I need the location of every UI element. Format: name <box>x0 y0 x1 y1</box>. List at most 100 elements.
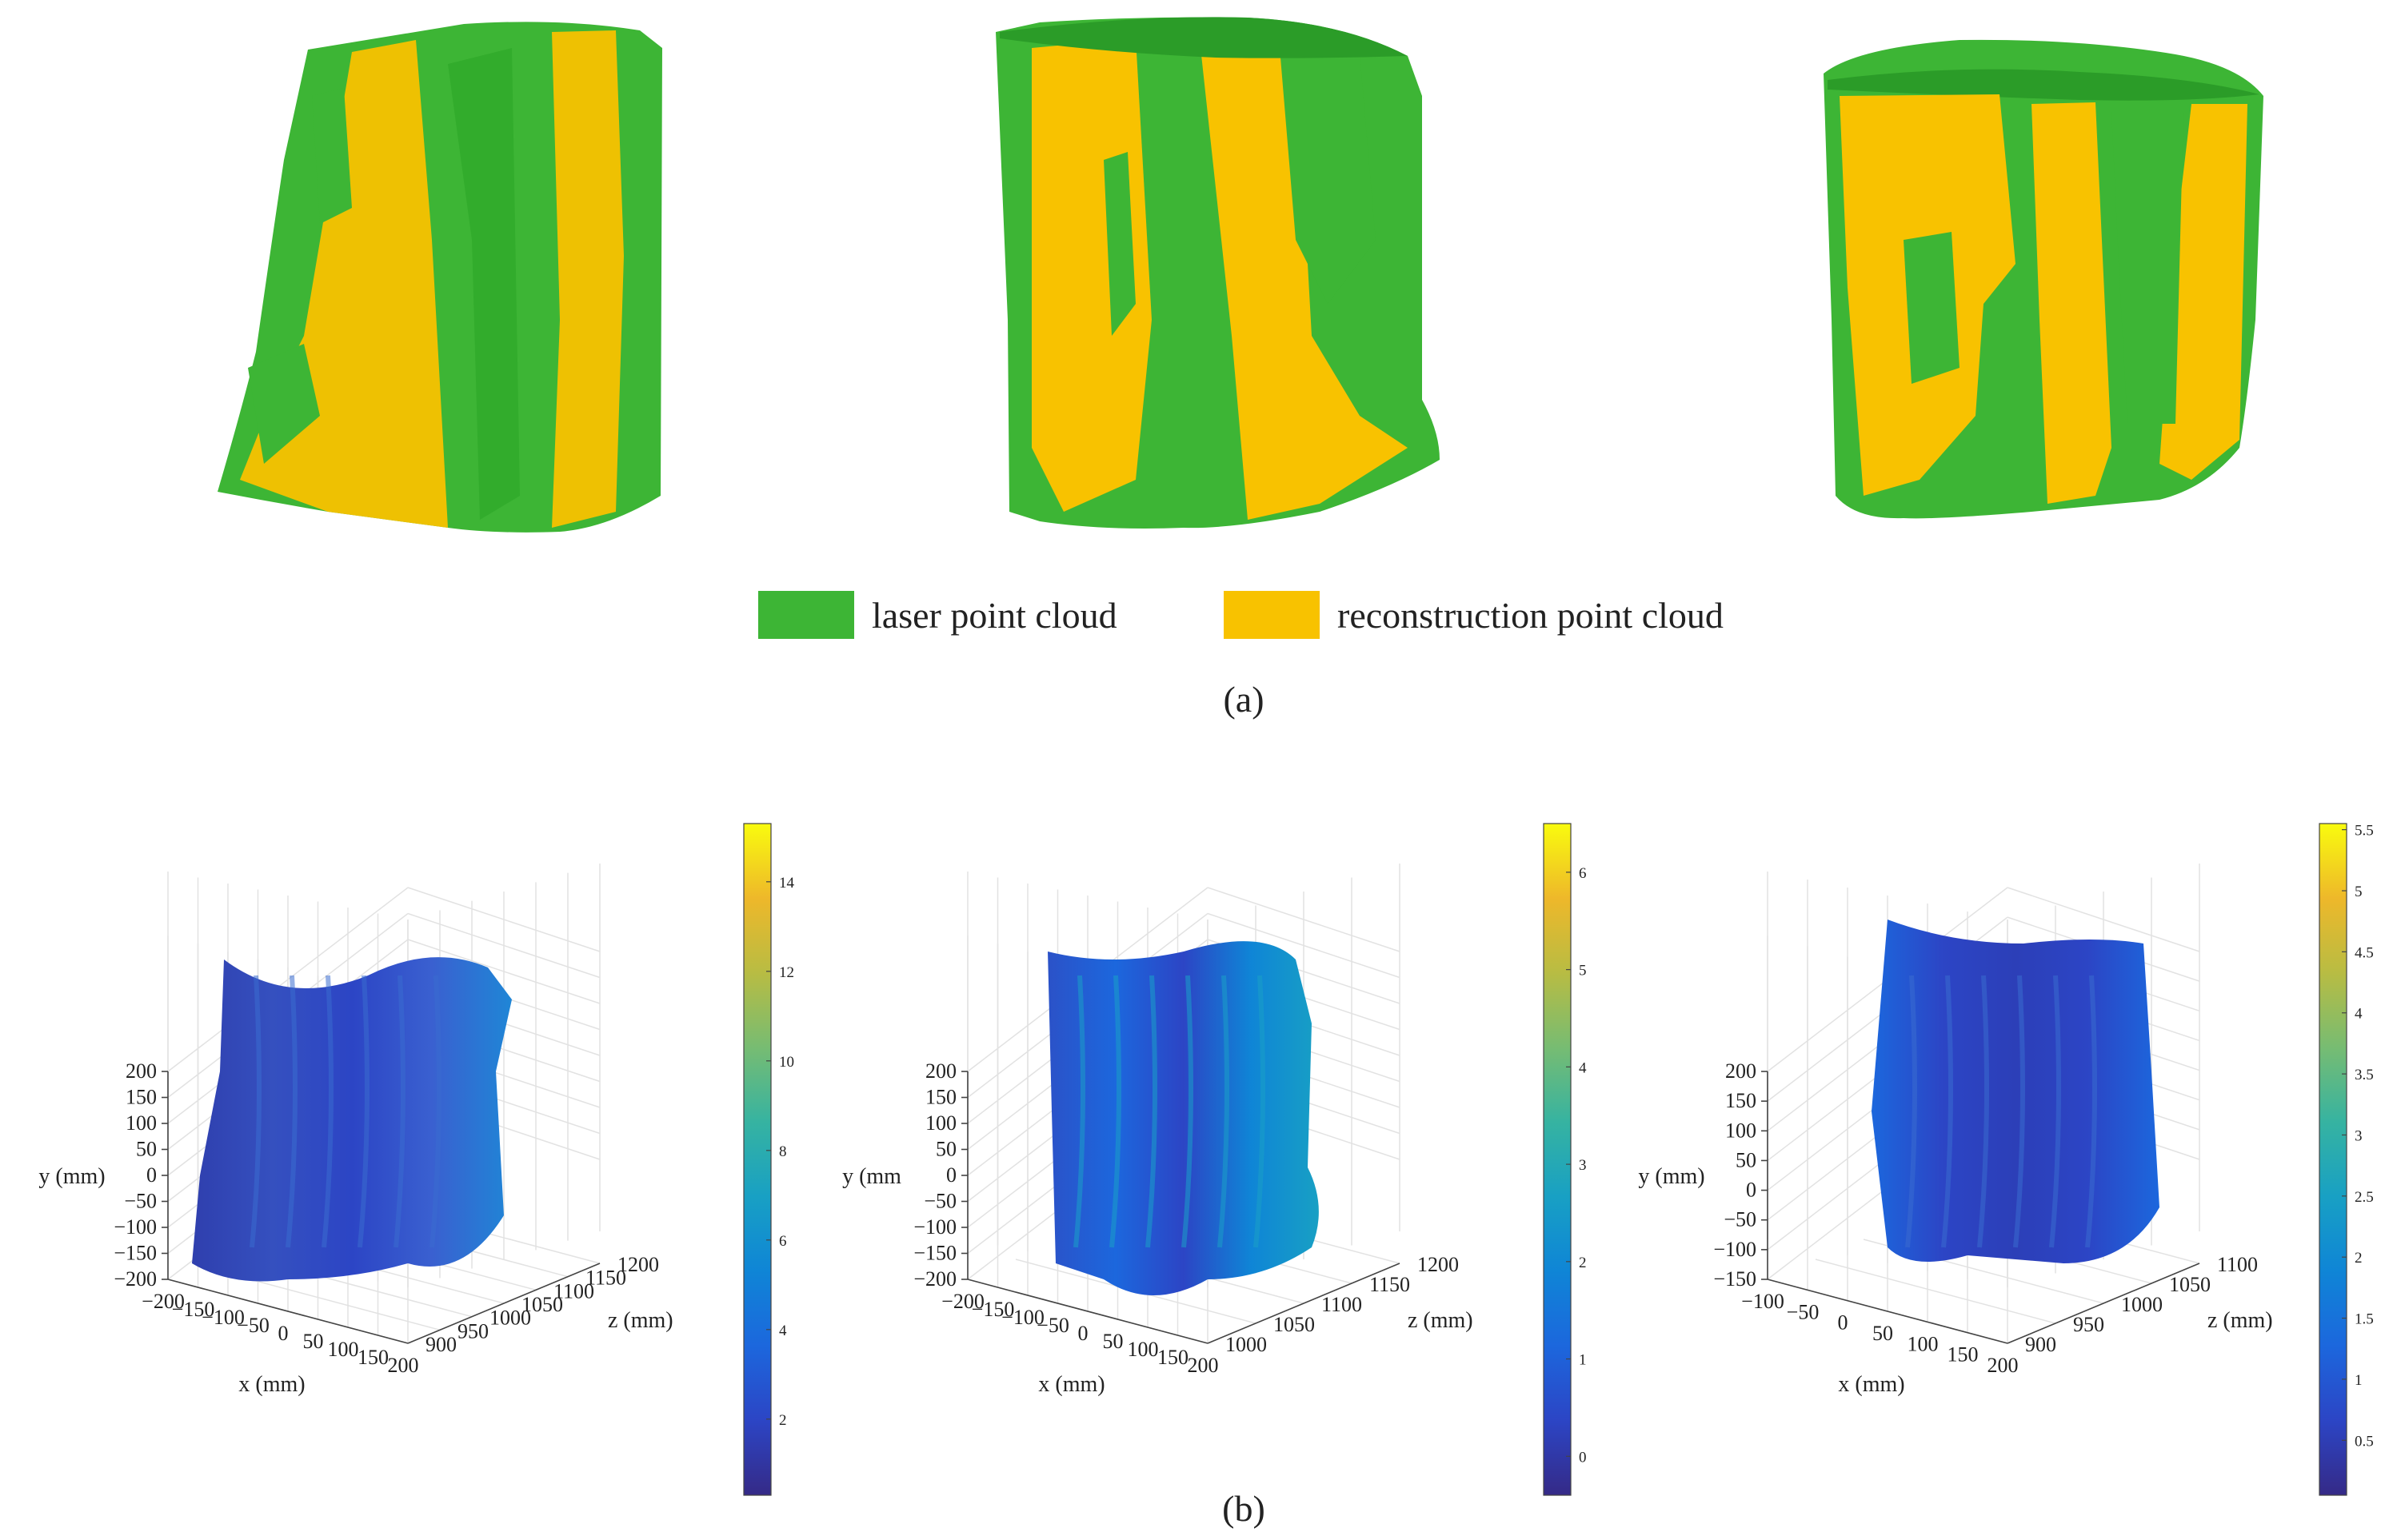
colorbar-tick-label: 4 <box>1579 1059 1587 1076</box>
x-tick-label: −200 <box>941 1290 985 1313</box>
z-axis-line <box>407 1263 601 1344</box>
x-tick-label: 200 <box>1988 1354 2019 1377</box>
x-tick-label: 0 <box>278 1322 289 1345</box>
y-tick-label: 0 <box>146 1163 157 1187</box>
legend-swatch-reconstruction <box>1224 591 1320 639</box>
z-tick-label: 900 <box>2025 1333 2056 1356</box>
colorbar <box>743 823 772 1496</box>
colorbar-tick-label: 3.5 <box>2355 1067 2374 1083</box>
y-tick-label: −100 <box>114 1215 157 1239</box>
plot-group: −200−150−100−50050100150200−200−150−100−… <box>842 823 1587 1496</box>
z-tick-label: 950 <box>457 1319 489 1343</box>
stump-render-2 <box>996 17 1440 529</box>
x-tick-label: 150 <box>1948 1343 1979 1366</box>
colorbar-tick-label: 2 <box>779 1412 787 1429</box>
y-tick-label: 0 <box>946 1163 957 1187</box>
colorbar-tick-label: 1 <box>1579 1352 1587 1369</box>
y-tick-label: 100 <box>925 1111 957 1135</box>
colorbar-tick-label: 12 <box>779 964 794 981</box>
surface-streak <box>1109 975 1121 1248</box>
y-tick-label: −150 <box>913 1242 957 1265</box>
colorbar-tick-label: 5.5 <box>2355 823 2374 840</box>
surface-streak <box>1181 975 1193 1248</box>
x-tick-label: −100 <box>1001 1306 1045 1329</box>
z-tick-label: 1200 <box>1417 1253 1459 1276</box>
colorbar-tick-label: 5 <box>1579 963 1587 979</box>
y-tick-label: 200 <box>126 1059 157 1083</box>
colorbar-tick-label: 14 <box>779 875 795 892</box>
colorbar-tick-label: 2.5 <box>2355 1189 2374 1206</box>
colorbar-tick-label: 5 <box>2355 884 2363 900</box>
y-tick-label: 150 <box>126 1086 157 1109</box>
colorbar-tick-label: 6 <box>779 1233 787 1250</box>
surface-streak <box>1145 975 1157 1248</box>
z-tick-label: 1100 <box>553 1279 594 1303</box>
surface-streak <box>2049 975 2061 1248</box>
surface-streaks <box>250 975 441 1248</box>
surface-streak <box>1941 975 1953 1248</box>
x-tick-label: 150 <box>1157 1346 1189 1369</box>
error-surface <box>192 957 512 1282</box>
surface-streak <box>1217 975 1229 1248</box>
caption-panel-a: (a) <box>1223 679 1264 720</box>
caption-panel-b: (b) <box>1222 1488 1265 1529</box>
surface-streaks <box>1905 975 2097 1248</box>
surface-streaks <box>1073 975 1265 1248</box>
x-tick-label: 200 <box>1188 1354 1219 1377</box>
z-axis-line <box>1207 1263 1400 1344</box>
surface-streak <box>1253 975 1265 1248</box>
surface-streak <box>286 975 298 1248</box>
y-tick-label: −200 <box>913 1267 957 1291</box>
x-tick-label: −150 <box>972 1298 1015 1321</box>
z-tick-label: 1000 <box>2121 1293 2163 1316</box>
colorbar-tick-label: 4 <box>2355 1006 2363 1023</box>
x-tick-label: −100 <box>1741 1290 1784 1313</box>
y-tick-label: −150 <box>1713 1267 1756 1291</box>
y-tick-label: −100 <box>913 1215 957 1239</box>
surface-streak <box>1073 975 1085 1248</box>
legend-swatch-laser <box>758 591 854 639</box>
point-cloud-renderings <box>218 17 2263 533</box>
y-axis-label: y (mm <box>842 1164 901 1189</box>
colorbar-tick-label: 0.5 <box>2355 1433 2374 1450</box>
x-axis-line <box>967 1279 1208 1344</box>
colorbar-tick-label: 4.5 <box>2355 944 2374 961</box>
x-tick-label: 150 <box>358 1346 389 1369</box>
legend-item-laser: laser point cloud <box>758 590 1117 640</box>
z-axis-label: z (mm) <box>1408 1308 1473 1333</box>
x-tick-label: −200 <box>142 1290 185 1313</box>
z-tick-label: 1150 <box>1369 1273 1410 1296</box>
colorbar-tick-label: 2 <box>1579 1255 1587 1271</box>
z-tick-label: 1050 <box>2169 1273 2211 1296</box>
colorbar-tick-label: 3 <box>2355 1127 2363 1144</box>
colorbar-tick-label: 1.5 <box>2355 1311 2374 1328</box>
legend-label-reconstruction: reconstruction point cloud <box>1337 594 1724 636</box>
colorbar-tick-label: 0 <box>1579 1449 1587 1466</box>
surface-streak <box>429 975 441 1248</box>
surface-streak <box>2085 975 2097 1248</box>
z-tick-label: 1050 <box>1273 1313 1315 1336</box>
stump-render-3 <box>1824 39 2263 519</box>
z-tick-label: 1100 <box>1321 1293 1362 1316</box>
y-axis-label: y (mm) <box>38 1164 105 1189</box>
x-tick-label: 50 <box>1872 1322 1893 1345</box>
plot-group: −200−150−100−50050100150200−200−150−100−… <box>38 823 795 1496</box>
y-tick-label: −50 <box>124 1190 157 1213</box>
surface-streak <box>1977 975 1989 1248</box>
colorbar-tick-label: 8 <box>779 1143 787 1160</box>
surface-streak <box>1905 975 1917 1248</box>
legend-item-reconstruction: reconstruction point cloud <box>1224 590 1724 640</box>
x-tick-label: −50 <box>1787 1300 1820 1323</box>
y-tick-label: 50 <box>136 1138 157 1161</box>
error-plot-2-svg: −200−150−100−50050100150200−200−150−100−… <box>842 823 1587 1496</box>
x-tick-label: 0 <box>1838 1311 1848 1335</box>
x-tick-label: 100 <box>1908 1332 1939 1355</box>
colorbar-tick-label: 2 <box>2355 1250 2363 1267</box>
y-tick-label: 50 <box>1736 1148 1756 1171</box>
x-tick-label: 50 <box>1103 1330 1124 1353</box>
x-axis-label: x (mm) <box>1838 1372 1904 1397</box>
y-tick-label: 150 <box>1725 1089 1756 1112</box>
y-tick-label: −100 <box>1713 1238 1756 1261</box>
colorbar-tick-label: 1 <box>2355 1372 2363 1389</box>
